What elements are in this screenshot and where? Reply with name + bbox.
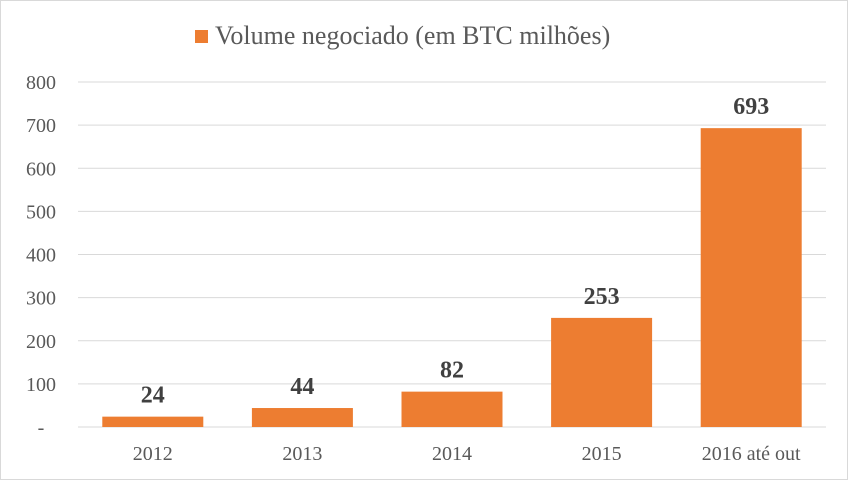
legend-label: Volume negociado (em BTC milhões) bbox=[215, 21, 610, 50]
y-tick-label: - bbox=[38, 417, 45, 439]
x-tick-label: 2012 bbox=[133, 443, 173, 465]
bar bbox=[251, 408, 353, 427]
x-axis-ticks: 2012 2013 2014 2015 2016 até out bbox=[133, 443, 801, 465]
gridlines bbox=[78, 81, 826, 428]
bar bbox=[700, 128, 802, 428]
data-labels: 24 44 82 253 693 bbox=[141, 94, 769, 409]
x-tick-label: 2013 bbox=[282, 443, 322, 465]
data-label: 253 bbox=[584, 284, 620, 310]
bar bbox=[102, 416, 204, 427]
y-axis-ticks: - 100 200 300 400 500 600 700 800 bbox=[26, 72, 56, 439]
x-tick-label: 2014 bbox=[432, 443, 472, 465]
data-label: 693 bbox=[733, 94, 769, 120]
y-tick-label: 700 bbox=[26, 115, 56, 137]
x-tick-label: 2016 até out bbox=[702, 443, 801, 465]
legend: Volume negociado (em BTC milhões) bbox=[195, 21, 610, 50]
y-tick-label: 200 bbox=[26, 331, 56, 353]
y-tick-label: 400 bbox=[26, 245, 56, 267]
bar bbox=[401, 391, 503, 427]
bars bbox=[102, 128, 802, 428]
y-tick-label: 500 bbox=[26, 201, 56, 223]
data-label: 24 bbox=[141, 383, 165, 409]
data-label: 82 bbox=[440, 358, 464, 384]
y-tick-label: 800 bbox=[26, 72, 56, 94]
y-tick-label: 100 bbox=[26, 374, 56, 396]
data-label: 44 bbox=[290, 374, 314, 400]
y-tick-label: 600 bbox=[26, 158, 56, 180]
bar bbox=[551, 317, 653, 427]
y-tick-label: 300 bbox=[26, 288, 56, 310]
legend-swatch bbox=[195, 30, 208, 43]
x-tick-label: 2015 bbox=[582, 443, 622, 465]
